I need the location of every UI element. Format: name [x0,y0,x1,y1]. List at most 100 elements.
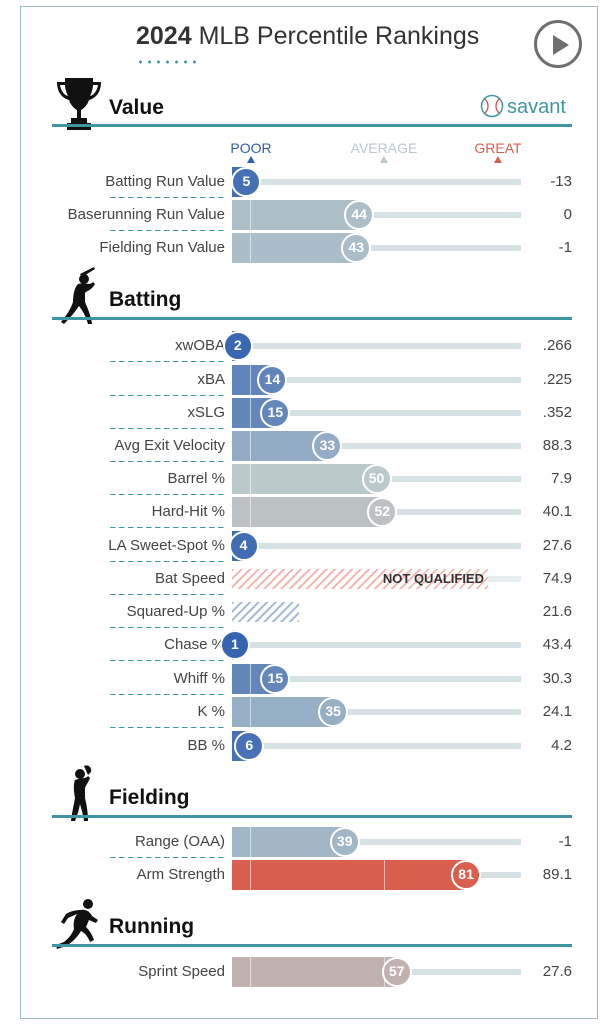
scale-great-label: GREAT [474,140,522,156]
percentile-bubble[interactable]: 4 [228,531,259,561]
title-text: MLB Percentile Rankings [198,22,480,50]
percentile-bubble[interactable]: 14 [257,365,288,395]
row-divider [110,230,226,231]
row-divider [110,727,226,728]
section-rule-batting [52,317,572,320]
percentile-bubble[interactable]: 52 [367,497,398,527]
baseball-icon [480,94,504,124]
metric-value-sprint-speed: 27.6 [542,963,572,980]
metric-label-whiff: Whiff % [173,670,225,687]
metric-label-bat-speed: Bat Speed [154,570,225,587]
percentile-bar [232,827,345,857]
title-year: 2024 [136,22,192,50]
percentile-bubble[interactable]: 81 [451,860,482,890]
metric-value-arm-strength: 89.1 [542,866,572,883]
percentile-bubble[interactable]: 1 [219,630,250,660]
metric-label-sprint-speed: Sprint Speed [138,963,225,980]
row-divider [110,660,226,661]
percentile-bubble[interactable]: 57 [381,957,412,987]
section-rule-running [52,944,572,947]
percentile-bar [232,464,377,494]
trophy-icon [56,76,102,137]
bar-marker-line [384,860,385,890]
bar-marker-line [250,431,251,461]
percentile-bubble[interactable]: 15 [260,398,291,428]
metric-value-k: 24.1 [542,703,572,720]
percentile-bubble[interactable]: 44 [344,200,375,230]
metric-value-xwoba: .266 [542,337,572,354]
metric-label-batting-run-value: Batting Run Value [105,173,225,190]
savant-link[interactable]: savant [480,94,566,124]
percentile-track [232,179,521,185]
fielder-icon [66,764,96,827]
scale-average-arrow [380,156,388,163]
play-icon [553,35,569,55]
percentile-track [232,410,521,416]
unranked-bar [232,602,299,622]
section-title-value: Value [109,96,164,119]
bar-marker-line [250,464,251,494]
percentile-bubble[interactable]: 39 [329,827,360,857]
section-title-running: Running [109,915,195,938]
metric-label-xwoba: xwOBA [174,337,225,354]
page-title: 2024 MLB Percentile Rankings [136,22,479,51]
metric-label-squared-up: Squared-Up % [126,603,225,620]
metric-value-xslg: .352 [542,404,572,421]
metric-value-bb: 4.2 [551,737,572,754]
bar-marker-line [250,697,251,727]
section-title-fielding: Fielding [109,786,190,809]
percentile-bubble[interactable]: 6 [234,731,265,761]
row-divider [110,428,226,429]
metric-value-baserunning-run-value: 0 [563,206,572,223]
percentile-track [232,245,521,251]
play-button[interactable] [534,20,582,68]
section-title-batting: Batting [109,288,182,311]
percentile-bubble[interactable]: 50 [361,464,392,494]
percentile-bubble[interactable]: 33 [312,431,343,461]
metric-value-fielding-run-value: -1 [558,239,572,256]
percentile-bubble[interactable]: 2 [222,331,253,361]
percentile-bar [232,233,357,263]
metric-value-batting-run-value: -13 [550,173,572,190]
row-divider [110,561,226,562]
metric-label-la-sweet-spot: LA Sweet-Spot % [108,537,225,554]
metric-label-barrel: Barrel % [167,470,225,487]
bar-marker-line [250,827,251,857]
row-divider [110,527,226,528]
batter-icon [58,266,102,333]
percentile-bubble[interactable]: 15 [260,664,291,694]
bar-marker-line [250,365,251,395]
metric-value-whiff: 30.3 [542,670,572,687]
percentile-bar [232,957,397,987]
metric-label-arm-strength: Arm Strength [136,866,225,883]
metric-label-baserunning-run-value: Baserunning Run Value [67,206,225,223]
metric-value-barrel: 7.9 [551,470,572,487]
percentile-bubble[interactable]: 5 [231,167,262,197]
row-divider [110,857,226,858]
percentile-bar [232,497,383,527]
metric-label-k: K % [197,703,225,720]
percentile-bar [232,860,467,890]
metric-value-chase: 43.4 [542,636,572,653]
percentile-track [232,642,521,648]
percentile-track [232,743,521,749]
metric-value-hard-hit: 40.1 [542,503,572,520]
percentile-bubble[interactable]: 35 [318,697,349,727]
section-rule-fielding [52,815,572,818]
percentile-track [232,377,521,383]
not-qualified-bar: NOT QUALIFIED [232,569,488,589]
percentile-bubble[interactable]: 43 [341,233,372,263]
metric-label-avg-exit-velocity: Avg Exit Velocity [114,437,225,454]
percentile-track [488,576,521,582]
percentile-track [232,676,521,682]
percentile-track [232,709,521,715]
percentile-bar [232,431,328,461]
not-qualified-label: NOT QUALIFIED [382,571,484,586]
percentile-track [232,443,521,449]
bar-marker-line [250,957,251,987]
bar-marker-line [250,664,251,694]
metric-label-bb: BB % [187,737,225,754]
percentile-bar [232,697,334,727]
bar-marker-line [250,497,251,527]
metric-value-xba: .225 [542,371,572,388]
